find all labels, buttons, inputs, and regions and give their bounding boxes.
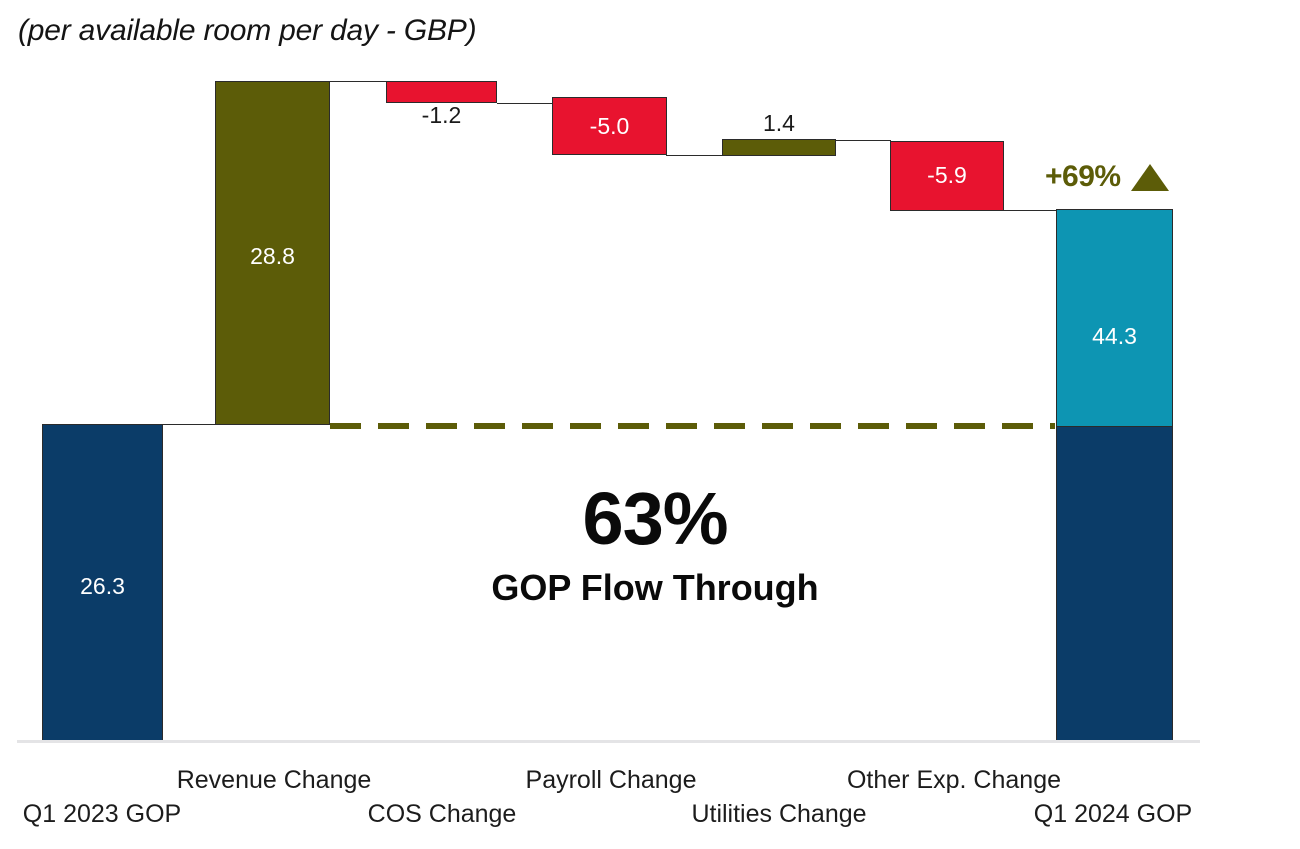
category-label-q1-2024-gop: Q1 2024 GOP [1033, 800, 1193, 828]
bar-value-utilities-change: 1.4 [763, 110, 795, 136]
triangle-up-icon [1130, 163, 1169, 191]
bar-value-payroll-change: -5.0 [589, 113, 630, 139]
bar-q1-2024-gop-upper[interactable] [1056, 209, 1173, 427]
bar-payroll-change[interactable] [552, 97, 667, 155]
category-label-q1-2023-gop: Q1 2023 GOP [22, 800, 182, 828]
category-label-other-exp-change: Other Exp. Change [846, 766, 1061, 794]
flow-through-callout: 63% GOP Flow Through [440, 482, 870, 606]
plot-area: 26.3 28.8 -1.2 -5.0 1.4 -5.9 44.3 +69% 6… [17, 81, 1200, 743]
bar-value-revenue-change: 28.8 [250, 243, 295, 269]
connector-line-2 [330, 81, 387, 82]
connector-line-6 [1004, 210, 1056, 211]
flow-through-caption: GOP Flow Through [491, 567, 819, 608]
chart-subtitle: (per available room per day - GBP) [18, 14, 477, 47]
bar-value-q1-2023-gop: 26.3 [80, 573, 125, 599]
reference-line-dashed [330, 423, 1055, 429]
connector-line-4 [666, 155, 723, 156]
category-label-utilities-change: Utilities Change [691, 800, 867, 828]
bar-other-exp-change[interactable] [890, 141, 1004, 211]
delta-badge: +69% [1045, 162, 1169, 192]
bar-value-other-exp-change: -5.9 [927, 162, 967, 188]
bar-utilities-change[interactable] [722, 139, 836, 156]
bar-revenue-change[interactable] [215, 81, 330, 425]
connector-line-3 [497, 103, 553, 104]
connector-line-5 [836, 140, 891, 141]
axis-baseline [17, 740, 1200, 743]
category-label-revenue-change: Revenue Change [176, 766, 372, 794]
bar-cos-change[interactable] [386, 81, 497, 103]
category-label-cos-change: COS Change [367, 800, 517, 828]
category-label-payroll-change: Payroll Change [525, 766, 697, 794]
delta-value: +69% [1045, 160, 1121, 193]
bar-q1-2024-gop-lower[interactable] [1056, 426, 1173, 741]
connector-line-1 [163, 424, 216, 425]
bar-q1-2023-gop[interactable] [42, 424, 163, 741]
bar-value-q1-2024-gop: 44.3 [1092, 323, 1137, 349]
flow-through-percent: 63% [582, 477, 728, 560]
bar-value-cos-change: -1.2 [421, 102, 462, 128]
